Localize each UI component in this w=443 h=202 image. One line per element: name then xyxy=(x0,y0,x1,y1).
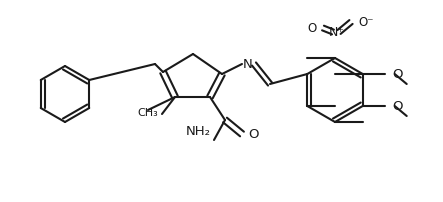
Text: NH₂: NH₂ xyxy=(186,125,211,138)
Text: O: O xyxy=(308,21,317,35)
Text: CH₃: CH₃ xyxy=(137,108,158,118)
Text: O⁻: O⁻ xyxy=(358,16,373,28)
Text: O: O xyxy=(392,67,403,81)
Text: O: O xyxy=(392,100,403,113)
Text: O: O xyxy=(248,127,259,141)
Text: N: N xyxy=(243,58,253,70)
Text: N⁺: N⁺ xyxy=(329,25,345,39)
